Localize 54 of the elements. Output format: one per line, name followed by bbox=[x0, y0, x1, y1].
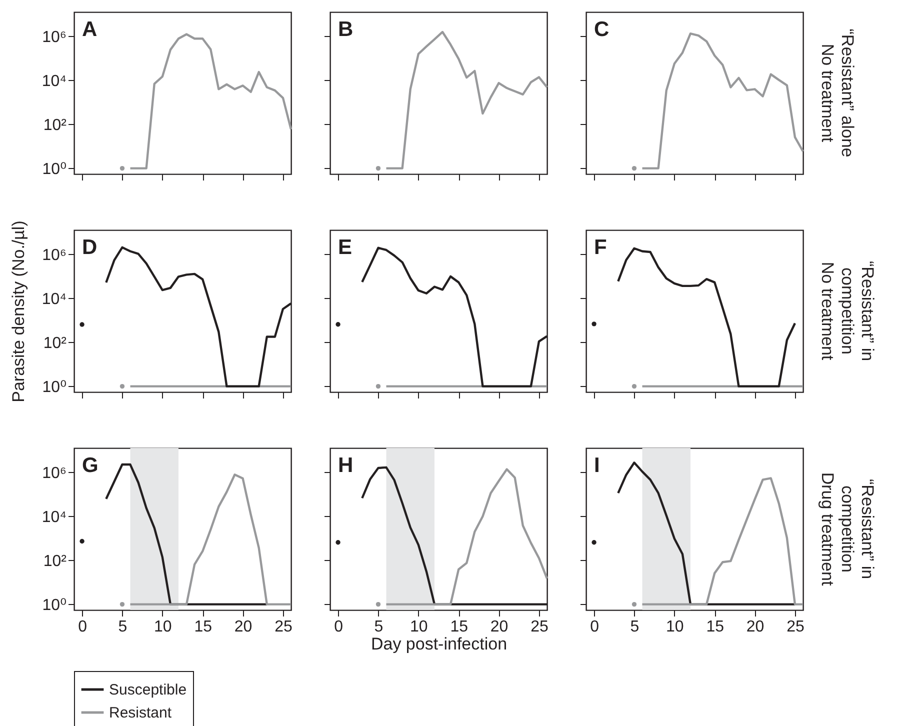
text: competition bbox=[838, 486, 857, 572]
line-series bbox=[129, 33, 292, 170]
x-axis-title: Day post-infection bbox=[370, 634, 508, 654]
x-tick-label: 10 bbox=[154, 618, 172, 636]
chart-title: C bbox=[594, 18, 610, 41]
y-tick-label: 10² bbox=[43, 334, 68, 352]
chart-title: A bbox=[82, 18, 98, 41]
chart-title: E bbox=[338, 236, 352, 259]
x-tick-label: 0 bbox=[590, 618, 600, 636]
chart-title: F bbox=[594, 236, 607, 259]
x-tick-label: 25 bbox=[530, 618, 548, 636]
text: “Resistant” in bbox=[858, 260, 877, 362]
y-tick-label: 10² bbox=[43, 552, 68, 570]
y-tick-label: 10⁶ bbox=[42, 246, 66, 264]
y-tick-label: 10⁴ bbox=[42, 72, 67, 90]
chart-title: B bbox=[338, 18, 354, 41]
y-tick-label: 10⁶ bbox=[42, 28, 66, 46]
y-tick-label: 10² bbox=[43, 116, 68, 134]
text: No treatment bbox=[818, 262, 837, 360]
text: “Resistant” in bbox=[858, 478, 877, 580]
legend-label: Resistant bbox=[109, 704, 172, 722]
line-series bbox=[105, 463, 268, 606]
text: competition bbox=[838, 268, 857, 354]
y-tick-label: 10⁰ bbox=[42, 160, 66, 178]
x-tick-label: 25 bbox=[786, 618, 804, 636]
y-tick-label: 10⁴ bbox=[42, 290, 67, 308]
x-tick-label: 10 bbox=[666, 618, 684, 636]
x-tick-label: 5 bbox=[374, 618, 384, 636]
x-tick-label: 20 bbox=[746, 618, 764, 636]
x-tick-label: 10 bbox=[410, 618, 428, 636]
x-tick-label: 5 bbox=[630, 618, 640, 636]
line-series bbox=[129, 474, 292, 606]
chart-title: I bbox=[594, 454, 600, 477]
x-tick-label: 0 bbox=[78, 618, 88, 636]
x-tick-label: 15 bbox=[706, 618, 724, 636]
y-tick-label: 10⁰ bbox=[42, 378, 66, 396]
y-tick-label: 10⁶ bbox=[42, 464, 66, 482]
chart-title: G bbox=[82, 454, 98, 477]
x-tick-label: 20 bbox=[490, 618, 508, 636]
text: Drug treatment bbox=[818, 472, 837, 586]
chart-title: H bbox=[338, 454, 354, 477]
y-axis-title: Parasite density (No./µl) bbox=[8, 220, 28, 402]
x-tick-label: 20 bbox=[234, 618, 252, 636]
x-tick-label: 15 bbox=[194, 618, 212, 636]
y-tick-label: 10⁴ bbox=[42, 508, 67, 526]
x-tick-label: 15 bbox=[450, 618, 468, 636]
x-tick-label: 25 bbox=[274, 618, 292, 636]
y-tick-label: 10⁰ bbox=[42, 596, 66, 614]
legend-label: Susceptible bbox=[109, 682, 187, 698]
text: “Resistant” alone bbox=[838, 28, 857, 158]
x-tick-label: 0 bbox=[334, 618, 344, 636]
x-tick-label: 5 bbox=[118, 618, 128, 636]
chart-title: D bbox=[82, 236, 98, 259]
text: No treatment bbox=[818, 44, 837, 142]
